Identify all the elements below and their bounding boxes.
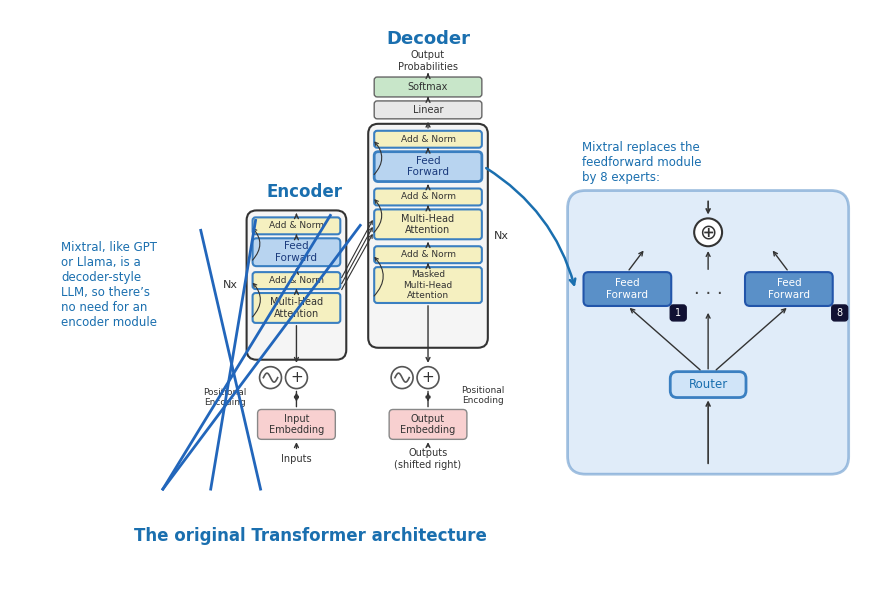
Text: Add & Norm: Add & Norm bbox=[400, 192, 455, 201]
FancyBboxPatch shape bbox=[374, 267, 481, 303]
FancyBboxPatch shape bbox=[374, 246, 481, 263]
Text: Linear: Linear bbox=[412, 105, 443, 115]
Text: Multi-Head
Attention: Multi-Head Attention bbox=[401, 214, 454, 235]
Text: Feed
Forward: Feed Forward bbox=[606, 278, 647, 300]
FancyBboxPatch shape bbox=[252, 217, 340, 234]
Text: 8: 8 bbox=[836, 308, 842, 318]
FancyBboxPatch shape bbox=[831, 305, 846, 321]
FancyBboxPatch shape bbox=[374, 131, 481, 147]
Text: Positional
Encoding: Positional Encoding bbox=[461, 386, 504, 405]
Text: ⊕: ⊕ bbox=[699, 222, 716, 242]
FancyBboxPatch shape bbox=[368, 124, 488, 348]
FancyBboxPatch shape bbox=[744, 272, 832, 306]
FancyBboxPatch shape bbox=[246, 210, 346, 360]
Text: Add & Norm: Add & Norm bbox=[269, 276, 323, 285]
Text: Softmax: Softmax bbox=[408, 82, 448, 92]
Text: Nx: Nx bbox=[222, 280, 238, 290]
Text: Output
Embedding: Output Embedding bbox=[400, 414, 455, 435]
Text: Positional
Encoding: Positional Encoding bbox=[203, 388, 246, 407]
Text: Add & Norm: Add & Norm bbox=[400, 250, 455, 259]
Text: Add & Norm: Add & Norm bbox=[269, 221, 323, 230]
Text: Feed
Forward: Feed Forward bbox=[767, 278, 809, 300]
Circle shape bbox=[285, 367, 307, 389]
Text: Nx: Nx bbox=[494, 231, 508, 241]
Text: Feed
Forward: Feed Forward bbox=[275, 241, 317, 263]
Text: 1: 1 bbox=[674, 308, 680, 318]
Text: Mixtral replaces the
feedforward module
by 8 experts:: Mixtral replaces the feedforward module … bbox=[580, 141, 700, 184]
FancyBboxPatch shape bbox=[252, 272, 340, 289]
FancyBboxPatch shape bbox=[567, 190, 847, 474]
FancyBboxPatch shape bbox=[252, 293, 340, 323]
FancyBboxPatch shape bbox=[583, 272, 671, 306]
Circle shape bbox=[416, 367, 439, 389]
Text: Masked
Multi-Head
Attention: Masked Multi-Head Attention bbox=[403, 270, 452, 300]
Text: Encoder: Encoder bbox=[266, 183, 342, 202]
FancyBboxPatch shape bbox=[374, 152, 481, 181]
Circle shape bbox=[693, 219, 721, 246]
FancyBboxPatch shape bbox=[374, 101, 481, 119]
FancyBboxPatch shape bbox=[374, 210, 481, 239]
Text: +: + bbox=[289, 370, 302, 385]
Text: Add & Norm: Add & Norm bbox=[400, 135, 455, 144]
FancyBboxPatch shape bbox=[374, 189, 481, 205]
Text: +: + bbox=[421, 370, 434, 385]
Text: Outputs
(shifted right): Outputs (shifted right) bbox=[394, 448, 461, 470]
Circle shape bbox=[391, 367, 413, 389]
FancyBboxPatch shape bbox=[374, 77, 481, 97]
FancyBboxPatch shape bbox=[669, 305, 686, 321]
FancyBboxPatch shape bbox=[669, 372, 745, 398]
Circle shape bbox=[259, 367, 282, 389]
FancyBboxPatch shape bbox=[388, 410, 467, 439]
Text: Inputs: Inputs bbox=[281, 454, 311, 464]
Text: Input
Embedding: Input Embedding bbox=[269, 414, 323, 435]
Text: The original Transformer architecture: The original Transformer architecture bbox=[134, 527, 487, 545]
Text: Output
Probabilities: Output Probabilities bbox=[397, 50, 457, 72]
Text: Router: Router bbox=[687, 378, 726, 391]
FancyBboxPatch shape bbox=[257, 410, 335, 439]
Text: Feed
Forward: Feed Forward bbox=[407, 156, 448, 177]
Text: Decoder: Decoder bbox=[386, 30, 469, 48]
Text: . . .: . . . bbox=[693, 280, 721, 298]
Text: Multi-Head
Attention: Multi-Head Attention bbox=[269, 297, 322, 319]
FancyBboxPatch shape bbox=[252, 238, 340, 266]
Text: Mixtral, like GPT
or Llama, is a
decoder-style
LLM, so there’s
no need for an
en: Mixtral, like GPT or Llama, is a decoder… bbox=[61, 241, 157, 329]
